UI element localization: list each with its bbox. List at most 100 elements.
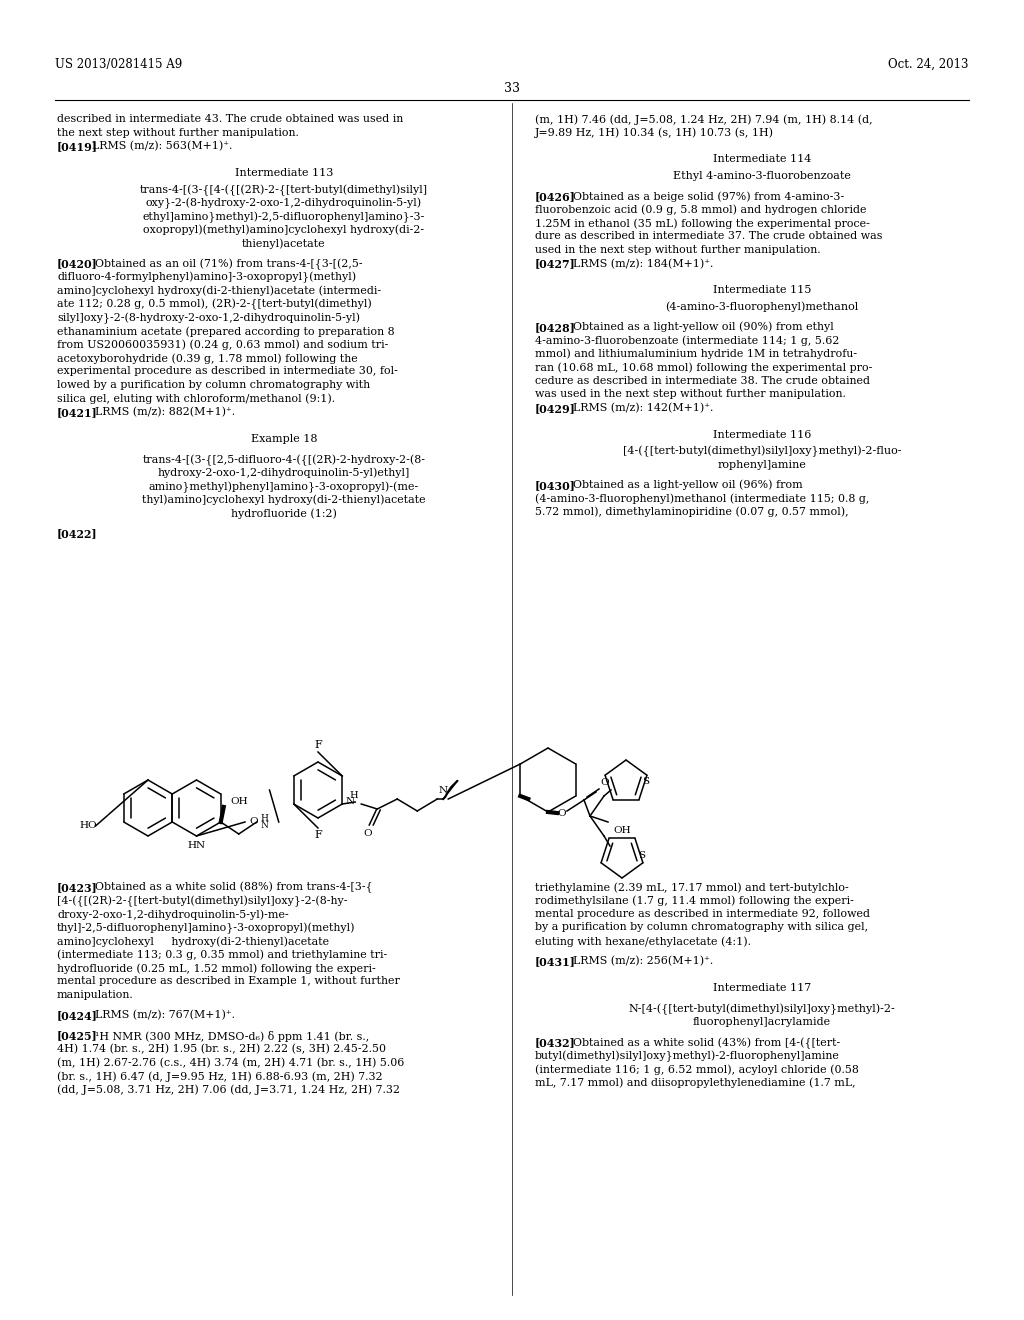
Text: fluorophenyl]acrylamide: fluorophenyl]acrylamide xyxy=(693,1016,831,1027)
Text: Intermediate 115: Intermediate 115 xyxy=(713,285,811,296)
Text: ate 112; 0.28 g, 0.5 mmol), (2R)-2-{[tert-butyl(dimethyl): ate 112; 0.28 g, 0.5 mmol), (2R)-2-{[ter… xyxy=(57,298,372,310)
Text: by a purification by column chromatography with silica gel,: by a purification by column chromatograp… xyxy=(535,923,868,932)
Text: amino}methyl)phenyl]amino}-3-oxopropyl)-(me-: amino}methyl)phenyl]amino}-3-oxopropyl)-… xyxy=(148,482,419,492)
Text: N: N xyxy=(345,797,354,807)
Text: (m, 1H) 2.67-2.76 (c.s., 4H) 3.74 (m, 2H) 4.71 (br. s., 1H) 5.06: (m, 1H) 2.67-2.76 (c.s., 4H) 3.74 (m, 2H… xyxy=(57,1057,404,1068)
Text: O: O xyxy=(249,817,258,826)
Text: J=9.89 Hz, 1H) 10.34 (s, 1H) 10.73 (s, 1H): J=9.89 Hz, 1H) 10.34 (s, 1H) 10.73 (s, 1… xyxy=(535,128,774,139)
Text: was used in the next step without further manipulation.: was used in the next step without furthe… xyxy=(535,389,846,400)
Text: [4-({[tert-butyl(dimethyl)silyl]oxy}methyl)-2-fluo-: [4-({[tert-butyl(dimethyl)silyl]oxy}meth… xyxy=(623,446,901,458)
Text: Oct. 24, 2013: Oct. 24, 2013 xyxy=(889,58,969,71)
Text: trans-4-[(3-{[2,5-difluoro-4-({[(2R)-2-hydroxy-2-(8-: trans-4-[(3-{[2,5-difluoro-4-({[(2R)-2-h… xyxy=(142,454,426,466)
Text: droxy-2-oxo-1,2-dihydroquinolin-5-yl)-me-: droxy-2-oxo-1,2-dihydroquinolin-5-yl)-me… xyxy=(57,909,289,920)
Text: described in intermediate 43. The crude obtained was used in: described in intermediate 43. The crude … xyxy=(57,114,403,124)
Text: thienyl)acetate: thienyl)acetate xyxy=(243,238,326,248)
Text: [0419]: [0419] xyxy=(57,141,98,152)
Text: F: F xyxy=(314,830,322,840)
Text: Obtained as a beige solid (97%) from 4-amino-3-: Obtained as a beige solid (97%) from 4-a… xyxy=(573,191,844,202)
Text: silyl]oxy}-2-(8-hydroxy-2-oxo-1,2-dihydroquinolin-5-yl): silyl]oxy}-2-(8-hydroxy-2-oxo-1,2-dihydr… xyxy=(57,313,360,323)
Text: [0420]: [0420] xyxy=(57,259,97,269)
Text: 4-amino-3-fluorobenzoate (intermediate 114; 1 g, 5.62: 4-amino-3-fluorobenzoate (intermediate 1… xyxy=(535,335,840,346)
Text: lowed by a purification by column chromatography with: lowed by a purification by column chroma… xyxy=(57,380,370,389)
Text: (br. s., 1H) 6.47 (d, J=9.95 Hz, 1H) 6.88-6.93 (m, 2H) 7.32: (br. s., 1H) 6.47 (d, J=9.95 Hz, 1H) 6.8… xyxy=(57,1071,383,1081)
Text: difluoro-4-formylphenyl)amino]-3-oxopropyl}(methyl): difluoro-4-formylphenyl)amino]-3-oxoprop… xyxy=(57,272,356,284)
Text: [0424]: [0424] xyxy=(57,1010,98,1022)
Text: LRMS (m/z): 882(M+1)⁺.: LRMS (m/z): 882(M+1)⁺. xyxy=(95,407,236,417)
Text: H: H xyxy=(349,791,357,800)
Text: [0422]: [0422] xyxy=(57,528,97,540)
Text: Obtained as a white solid (88%) from trans-4-[3-{: Obtained as a white solid (88%) from tra… xyxy=(95,882,373,894)
Text: HO: HO xyxy=(80,821,97,830)
Text: manipulation.: manipulation. xyxy=(57,990,134,1001)
Text: fluorobenzoic acid (0.9 g, 5.8 mmol) and hydrogen chloride: fluorobenzoic acid (0.9 g, 5.8 mmol) and… xyxy=(535,205,866,215)
Text: [0426]: [0426] xyxy=(535,191,575,202)
Text: Intermediate 117: Intermediate 117 xyxy=(713,983,811,993)
Text: [0428]: [0428] xyxy=(535,322,575,333)
Text: ran (10.68 mL, 10.68 mmol) following the experimental pro-: ran (10.68 mL, 10.68 mmol) following the… xyxy=(535,363,872,374)
Text: Intermediate 114: Intermediate 114 xyxy=(713,154,811,165)
Text: HN: HN xyxy=(187,841,206,850)
Text: LRMS (m/z): 256(M+1)⁺.: LRMS (m/z): 256(M+1)⁺. xyxy=(573,956,714,966)
Text: ethanaminium acetate (prepared according to preparation 8: ethanaminium acetate (prepared according… xyxy=(57,326,394,337)
Text: hydrofluoride (1:2): hydrofluoride (1:2) xyxy=(231,508,337,519)
Text: H
N: H N xyxy=(261,813,268,830)
Text: experimental procedure as described in intermediate 30, fol-: experimental procedure as described in i… xyxy=(57,367,398,376)
Text: US 2013/0281415 A9: US 2013/0281415 A9 xyxy=(55,58,182,71)
Text: [0425]: [0425] xyxy=(57,1031,97,1041)
Text: O: O xyxy=(558,809,566,818)
Text: [0430]: [0430] xyxy=(535,480,575,491)
Text: triethylamine (2.39 mL, 17.17 mmol) and tert-butylchlo-: triethylamine (2.39 mL, 17.17 mmol) and … xyxy=(535,882,849,892)
Text: [0423]: [0423] xyxy=(57,882,97,894)
Text: LRMS (m/z): 563(M+1)⁺.: LRMS (m/z): 563(M+1)⁺. xyxy=(92,141,232,152)
Text: N-[4-({[tert-butyl(dimethyl)silyl]oxy}methyl)-2-: N-[4-({[tert-butyl(dimethyl)silyl]oxy}me… xyxy=(629,1003,895,1015)
Text: (m, 1H) 7.46 (dd, J=5.08, 1.24 Hz, 2H) 7.94 (m, 1H) 8.14 (d,: (m, 1H) 7.46 (dd, J=5.08, 1.24 Hz, 2H) 7… xyxy=(535,114,872,124)
Text: trans-4-[(3-{[4-({[(2R)-2-{[tert-butyl(dimethyl)silyl]: trans-4-[(3-{[4-({[(2R)-2-{[tert-butyl(d… xyxy=(140,185,428,195)
Text: (dd, J=5.08, 3.71 Hz, 2H) 7.06 (dd, J=3.71, 1.24 Hz, 2H) 7.32: (dd, J=5.08, 3.71 Hz, 2H) 7.06 (dd, J=3.… xyxy=(57,1085,400,1096)
Text: OH: OH xyxy=(230,797,249,807)
Text: used in the next step without further manipulation.: used in the next step without further ma… xyxy=(535,246,820,255)
Text: (4-amino-3-fluorophenyl)methanol: (4-amino-3-fluorophenyl)methanol xyxy=(666,302,859,313)
Text: LRMS (m/z): 142(M+1)⁺.: LRMS (m/z): 142(M+1)⁺. xyxy=(573,403,714,413)
Text: Ethyl 4-amino-3-fluorobenzoate: Ethyl 4-amino-3-fluorobenzoate xyxy=(673,170,851,181)
Text: ethyl]amino}methyl)-2,5-difluorophenyl]amino}-3-: ethyl]amino}methyl)-2,5-difluorophenyl]a… xyxy=(142,211,425,223)
Text: O: O xyxy=(362,829,372,838)
Text: [0429]: [0429] xyxy=(535,403,575,414)
Text: oxy}-2-(8-hydroxy-2-oxo-1,2-dihydroquinolin-5-yl): oxy}-2-(8-hydroxy-2-oxo-1,2-dihydroquino… xyxy=(146,198,422,209)
Text: LRMS (m/z): 767(M+1)⁺.: LRMS (m/z): 767(M+1)⁺. xyxy=(95,1010,234,1020)
Text: Obtained as a white solid (43%) from [4-({[tert-: Obtained as a white solid (43%) from [4-… xyxy=(573,1038,841,1048)
Text: Example 18: Example 18 xyxy=(251,434,317,444)
Text: amino]cyclohexyl hydroxy(di-2-thienyl)acetate (intermedi-: amino]cyclohexyl hydroxy(di-2-thienyl)ac… xyxy=(57,285,381,296)
Text: 4H) 1.74 (br. s., 2H) 1.95 (br. s., 2H) 2.22 (s, 3H) 2.45-2.50: 4H) 1.74 (br. s., 2H) 1.95 (br. s., 2H) … xyxy=(57,1044,386,1055)
Text: 33: 33 xyxy=(504,82,520,95)
Text: Obtained as an oil (71%) from trans-4-[{3-[(2,5-: Obtained as an oil (71%) from trans-4-[{… xyxy=(95,259,362,269)
Text: acetoxyborohydride (0.39 g, 1.78 mmol) following the: acetoxyborohydride (0.39 g, 1.78 mmol) f… xyxy=(57,352,357,363)
Text: Intermediate 116: Intermediate 116 xyxy=(713,430,811,440)
Text: oxopropyl)(methyl)amino]cyclohexyl hydroxy(di-2-: oxopropyl)(methyl)amino]cyclohexyl hydro… xyxy=(143,224,425,235)
Text: Intermediate 113: Intermediate 113 xyxy=(234,168,333,178)
Text: rodimethylsilane (1.7 g, 11.4 mmol) following the experi-: rodimethylsilane (1.7 g, 11.4 mmol) foll… xyxy=(535,895,854,906)
Text: silica gel, eluting with chloroform/methanol (9:1).: silica gel, eluting with chloroform/meth… xyxy=(57,393,335,404)
Text: O: O xyxy=(600,777,608,787)
Text: LRMS (m/z): 184(M+1)⁺.: LRMS (m/z): 184(M+1)⁺. xyxy=(573,259,714,269)
Text: mmol) and lithiumaluminium hydride 1M in tetrahydrofu-: mmol) and lithiumaluminium hydride 1M in… xyxy=(535,348,857,359)
Text: S: S xyxy=(642,777,649,787)
Text: dure as described in intermediate 37. The crude obtained was: dure as described in intermediate 37. Th… xyxy=(535,231,883,242)
Text: [4-({[(2R)-2-{[tert-butyl(dimethyl)silyl]oxy}-2-(8-hy-: [4-({[(2R)-2-{[tert-butyl(dimethyl)silyl… xyxy=(57,895,347,907)
Text: mental procedure as described in Example 1, without further: mental procedure as described in Example… xyxy=(57,977,400,986)
Text: rophenyl]amine: rophenyl]amine xyxy=(718,459,807,470)
Text: OH: OH xyxy=(613,826,631,836)
Text: butyl(dimethyl)silyl]oxy}methyl)-2-fluorophenyl]amine: butyl(dimethyl)silyl]oxy}methyl)-2-fluor… xyxy=(535,1051,840,1063)
Text: N: N xyxy=(438,785,447,795)
Text: mental procedure as described in intermediate 92, followed: mental procedure as described in interme… xyxy=(535,909,870,919)
Text: cedure as described in intermediate 38. The crude obtained: cedure as described in intermediate 38. … xyxy=(535,376,870,385)
Text: S: S xyxy=(638,851,645,861)
Text: F: F xyxy=(314,741,322,750)
Text: [0421]: [0421] xyxy=(57,407,97,418)
Text: thyl]-2,5-difluorophenyl]amino}-3-oxopropyl)(methyl): thyl]-2,5-difluorophenyl]amino}-3-oxopro… xyxy=(57,923,355,933)
Text: [0432]: [0432] xyxy=(535,1038,575,1048)
Text: (intermediate 116; 1 g, 6.52 mmol), acyloyl chloride (0.58: (intermediate 116; 1 g, 6.52 mmol), acyl… xyxy=(535,1064,859,1074)
Text: 1.25M in ethanol (35 mL) following the experimental proce-: 1.25M in ethanol (35 mL) following the e… xyxy=(535,218,869,228)
Text: (4-amino-3-fluorophenyl)methanol (intermediate 115; 0.8 g,: (4-amino-3-fluorophenyl)methanol (interm… xyxy=(535,494,869,504)
Text: from US20060035931) (0.24 g, 0.63 mmol) and sodium tri-: from US20060035931) (0.24 g, 0.63 mmol) … xyxy=(57,339,388,350)
Text: the next step without further manipulation.: the next step without further manipulati… xyxy=(57,128,299,137)
